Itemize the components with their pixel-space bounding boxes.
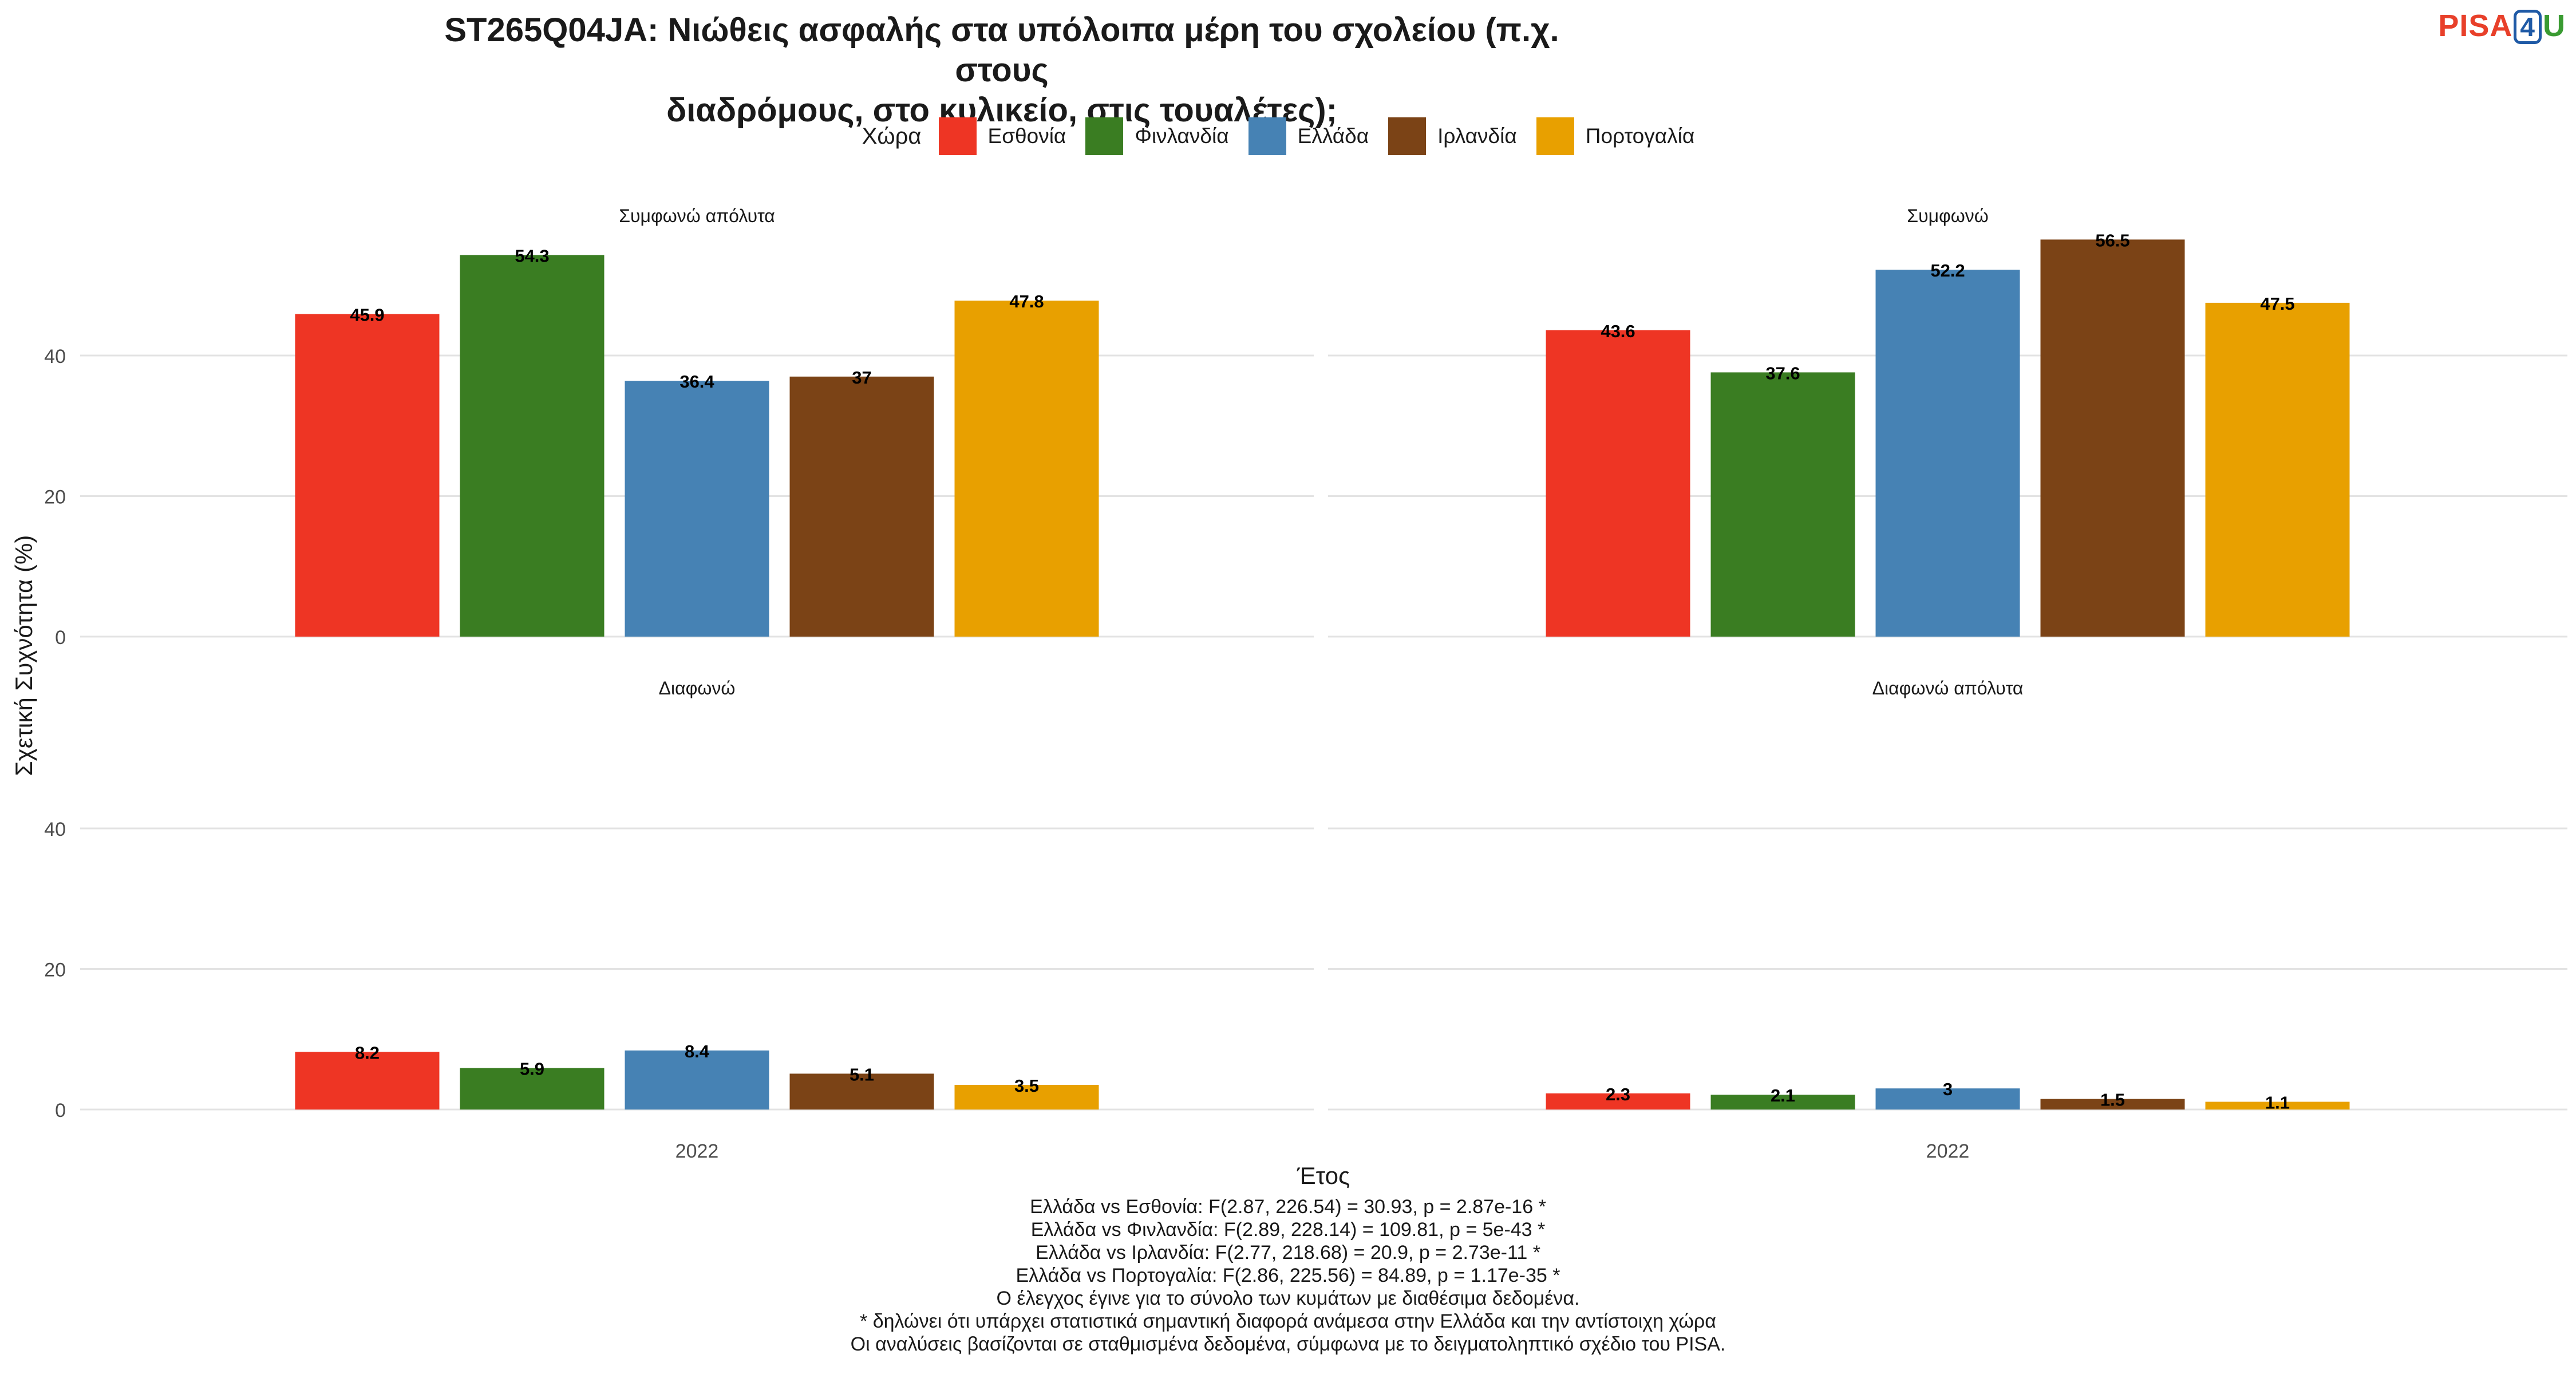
data-label-disagree-portugal: 3.5 (1014, 1076, 1039, 1096)
legend-label-greece: Ελλάδα (1297, 124, 1369, 148)
data-label-disagree-ireland: 5.1 (850, 1064, 874, 1084)
faceted-bar-chart: 0 20 40 Συμφωνώ απόλυτα 45.9 54.3 36.4 37 47.8 Συ… (10, 206, 2567, 1189)
bar-strongly-agree-estonia (295, 314, 440, 637)
facet-label-strongly-agree: Συμφωνώ απόλυτα (619, 206, 775, 226)
facet-label-agree: Συμφωνώ (1907, 206, 1988, 226)
bar-agree-portugal (2205, 302, 2350, 637)
data-label-strongly-disagree-greece: 3 (1943, 1079, 1953, 1099)
note-line: Οι αναλύσεις βασίζονται σε σταθμισμένα δ… (850, 1333, 1726, 1355)
legend-swatch-estonia (938, 117, 977, 155)
bar-strongly-agree-greece (625, 381, 769, 637)
chart-title: ST265Q04JA: Νιώθεις ασφαλής στα υπόλοιπα… (401, 10, 1603, 131)
legend-label-portugal: Πορτογαλία (1585, 124, 1695, 148)
x-axis-title: Έτος (1297, 1162, 1350, 1189)
bar-disagree-portugal (954, 1085, 1099, 1110)
data-label-strongly-disagree-estonia: 2.3 (1606, 1084, 1630, 1104)
chart-title-line-2: διαδρόμους, στο κυλικείο, στις τουαλέτες… (666, 92, 1337, 129)
chart-title-line-1: ST265Q04JA: Νιώθεις ασφαλής στα υπόλοιπα… (444, 11, 1559, 89)
logo-u-text: U (2543, 9, 2566, 43)
legend-item-finland: Φινλανδία (1085, 117, 1229, 155)
x-tick-label-1: 2022 (675, 1140, 719, 1162)
bar-agree-estonia (1546, 330, 1690, 637)
x-tick-label-2: 2022 (1926, 1140, 1970, 1162)
y-tick-label-0: 0 (55, 627, 66, 649)
y-axis-title: Σχετική Συχνότητα (%) (10, 535, 37, 776)
bar-strongly-disagree-ireland (2040, 1099, 2185, 1110)
statistical-notes: Ελλάδα vs Εσθονία: F(2.87, 226.54) = 30.… (0, 1195, 2576, 1356)
data-label-disagree-finland: 5.9 (520, 1059, 544, 1079)
data-label-agree-portugal: 47.5 (2260, 294, 2294, 314)
bar-agree-greece (1875, 270, 2020, 637)
data-label-strongly-agree-greece: 36.4 (679, 372, 714, 392)
note-line: Ελλάδα vs Εσθονία: F(2.87, 226.54) = 30.… (1030, 1196, 1546, 1218)
data-label-strongly-agree-estonia: 45.9 (350, 305, 384, 325)
legend-label-finland: Φινλανδία (1135, 124, 1229, 148)
logo-pisa-text: PISA (2438, 9, 2513, 43)
bar-disagree-greece (625, 1050, 769, 1110)
legend-swatch-greece (1248, 117, 1286, 155)
y-tick-label-40: 40 (44, 819, 66, 840)
bar-agree-ireland (2040, 239, 2185, 637)
legend-swatch-portugal (1536, 117, 1574, 155)
bar-disagree-ireland (789, 1073, 934, 1110)
note-line: Ελλάδα vs Φινλανδία: F(2.89, 228.14) = 1… (1030, 1219, 1546, 1241)
legend-title: Χώρα (862, 123, 922, 149)
bar-disagree-finland (460, 1068, 605, 1110)
facet-label-strongly-disagree: Διαφωνώ απόλυτα (1872, 678, 2024, 698)
bar-strongly-agree-ireland (789, 376, 934, 637)
data-label-agree-estonia: 43.6 (1601, 321, 1635, 341)
note-line: Ο έλεγχος έγινε για το σύνολο των κυμάτω… (996, 1288, 1580, 1309)
bar-strongly-disagree-greece (1875, 1088, 2020, 1110)
data-label-agree-greece: 52.2 (1930, 260, 1965, 281)
bar-strongly-disagree-estonia (1546, 1093, 1690, 1110)
y-tick-label-40: 40 (44, 346, 66, 368)
note-line: * δηλώνει ότι υπάρχει στατιστικά σημαντι… (860, 1310, 1716, 1332)
legend-swatch-finland (1085, 117, 1124, 155)
note-line: Ελλάδα vs Πορτογαλία: F(2.86, 225.56) = … (1016, 1265, 1560, 1286)
data-label-strongly-agree-finland: 54.3 (515, 246, 549, 266)
pisa4u-logo: PISA 4 U (2438, 8, 2566, 44)
legend-label-ireland: Ιρλανδία (1437, 124, 1517, 148)
bar-strongly-disagree-finland (1710, 1095, 1855, 1110)
legend-item-greece: Ελλάδα (1248, 117, 1369, 155)
data-label-agree-finland: 37.6 (1765, 363, 1800, 383)
data-label-strongly-disagree-finland: 2.1 (1771, 1085, 1795, 1105)
bar-agree-finland (1710, 372, 1855, 637)
data-label-agree-ireland: 56.5 (2095, 230, 2129, 250)
legend: Χώρα Εσθονία Φινλανδία Ελλάδα Ιρλανδία Π… (0, 117, 2576, 155)
bar-strongly-disagree-portugal (2205, 1101, 2350, 1110)
data-label-disagree-estonia: 8.2 (355, 1043, 380, 1063)
bar-strongly-agree-finland (460, 255, 605, 637)
logo-four-text: 4 (2514, 10, 2542, 44)
facet-label-disagree: Διαφωνώ (659, 678, 736, 698)
y-tick-label-20: 20 (44, 959, 66, 981)
data-label-strongly-disagree-ireland: 1.5 (2100, 1090, 2125, 1110)
data-label-disagree-greece: 8.4 (685, 1041, 710, 1061)
y-tick-label-20: 20 (44, 486, 66, 508)
data-label-strongly-agree-ireland: 37 (852, 368, 871, 388)
legend-item-estonia: Εσθονία (938, 117, 1066, 155)
bar-disagree-estonia (295, 1052, 440, 1110)
data-label-strongly-disagree-portugal: 1.1 (2265, 1092, 2290, 1112)
legend-item-ireland: Ιρλανδία (1388, 117, 1517, 155)
note-line: Ελλάδα vs Ιρλανδία: F(2.77, 218.68) = 20… (1036, 1242, 1540, 1264)
legend-label-estonia: Εσθονία (987, 124, 1066, 148)
y-tick-label-0: 0 (55, 1100, 66, 1122)
bar-strongly-agree-portugal (954, 301, 1099, 637)
data-label-strongly-agree-portugal: 47.8 (1009, 291, 1044, 311)
legend-swatch-ireland (1388, 117, 1427, 155)
legend-item-portugal: Πορτογαλία (1536, 117, 1695, 155)
